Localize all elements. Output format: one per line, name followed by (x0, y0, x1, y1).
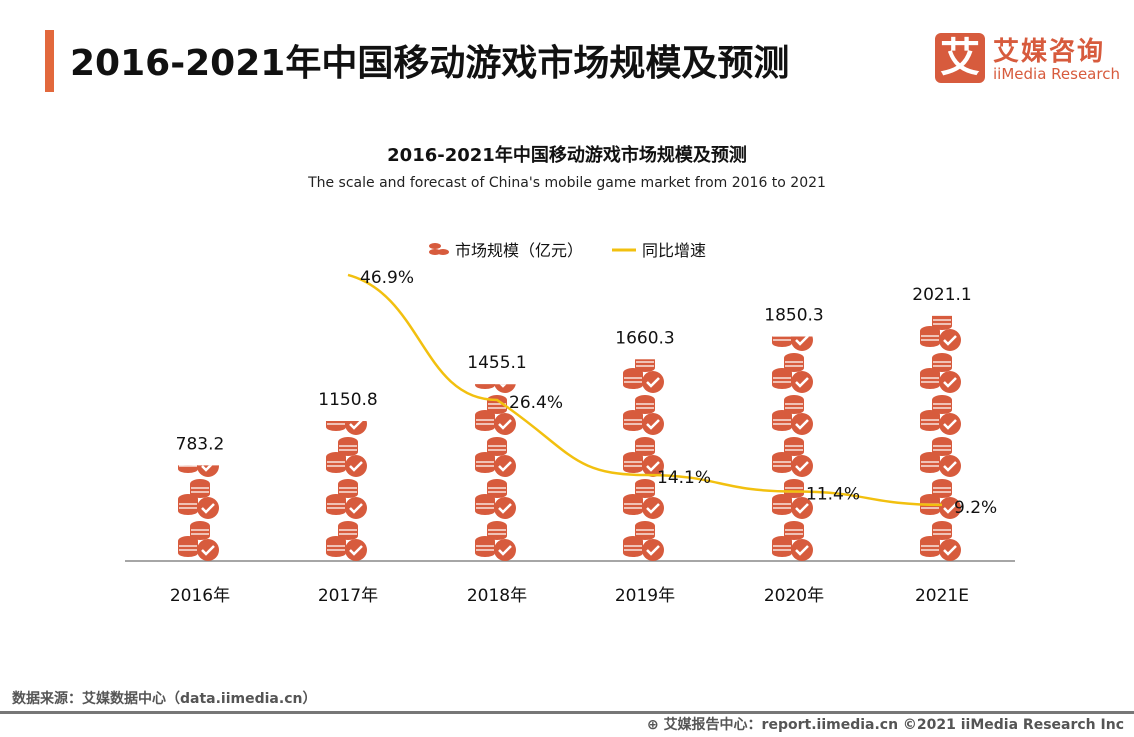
title-accent-bar (45, 30, 54, 92)
growth-label: 14.1% (657, 468, 711, 488)
bar-0 (176, 465, 221, 562)
data-source: 数据来源：艾媒数据中心（data.iimedia.cn） (12, 691, 317, 707)
chart-title: 2016-2021年中国移动游戏市场规模及预测 (387, 145, 747, 166)
page-title: 2016-2021年中国移动游戏市场规模及预测 (70, 43, 790, 84)
x-tick-label: 2016年 (170, 586, 230, 606)
bar-value-label: 1850.3 (764, 305, 823, 325)
bar-value-label: 1660.3 (615, 328, 674, 348)
chart-subtitle: The scale and forecast of China's mobile… (308, 175, 826, 191)
logo-cn: 艾媒咨询 (993, 37, 1106, 67)
bar-value-label: 2021.1 (912, 285, 971, 305)
x-tick-label: 2017年 (318, 586, 378, 606)
bar-value-label: 1455.1 (467, 353, 526, 373)
legend-label-market-size: 市场规模（亿元） (455, 241, 583, 260)
logo-en: iiMedia Research (993, 65, 1120, 83)
growth-line (347, 273, 943, 507)
bar-value-label: 783.2 (176, 434, 225, 454)
x-tick-label: 2021E (915, 586, 969, 606)
x-tick-label: 2019年 (615, 586, 675, 606)
footer-text: 艾媒报告中心：report.iimedia.cn ©2021 iiMedia R… (663, 717, 1124, 733)
footer-copyright: ⊕ 艾媒报告中心：report.iimedia.cn ©2021 iiMedia… (647, 714, 1124, 734)
growth-label: 26.4% (509, 393, 563, 413)
legend-icon-market-size (429, 243, 449, 255)
legend-label-growth: 同比增速 (642, 241, 706, 260)
footer-divider (0, 711, 1134, 714)
bar-3 (621, 359, 666, 562)
bar-1 (324, 420, 369, 563)
growth-label: 9.2% (954, 498, 997, 518)
growth-label: 46.9% (360, 268, 414, 288)
bar-value-label: 1150.8 (318, 390, 377, 410)
legend: 市场规模（亿元） 同比增速 (429, 241, 706, 260)
bar-2 (473, 384, 518, 562)
x-tick-label: 2020年 (764, 586, 824, 606)
logo-mark: 艾 (935, 33, 985, 83)
growth-label: 11.4% (806, 484, 860, 504)
globe-icon: ⊕ (646, 717, 659, 733)
iimedia-logo: 艾 艾媒咨询 iiMedia Research (935, 33, 1120, 85)
x-tick-label: 2018年 (467, 586, 527, 606)
